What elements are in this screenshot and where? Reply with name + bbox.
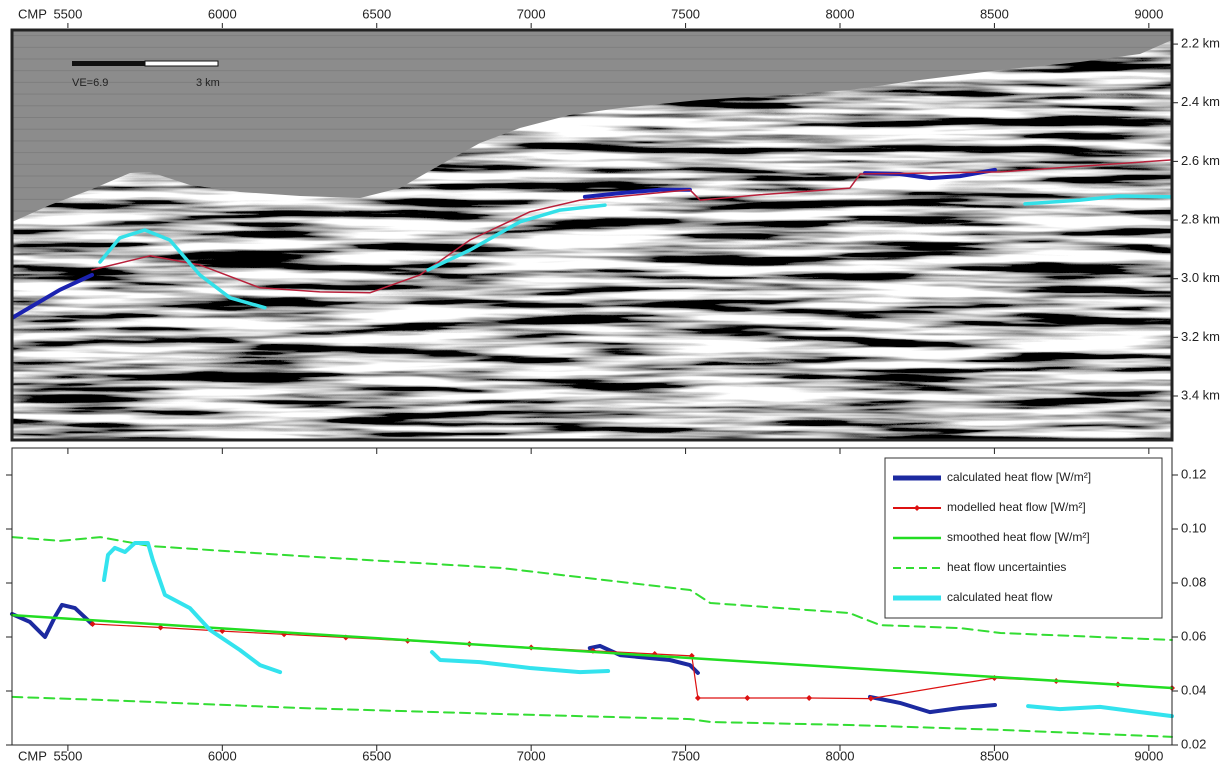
legend-label: calculated heat flow [W/m²] [947, 470, 1091, 484]
series-marker [806, 695, 813, 702]
y-tick-label: 0.06 [1181, 628, 1206, 643]
series-line [11, 536, 1173, 641]
series-marker [867, 695, 874, 702]
legend-label: calculated heat flow [947, 590, 1053, 604]
series-line [91, 159, 1172, 294]
vertical-exaggeration: VE=6.9 [72, 77, 108, 89]
x-tick-label: 6500 [362, 6, 391, 21]
x-axis-label: CMP [18, 748, 47, 763]
series-line [98, 194, 1172, 310]
x-tick-label: 9000 [1134, 748, 1163, 763]
series-group [10, 536, 1175, 738]
y-tick-label: 3.4 km [1181, 387, 1220, 402]
plot-frame [11, 447, 1173, 746]
y-tick-label: 3.2 km [1181, 329, 1220, 344]
scale-bar-white [144, 60, 219, 67]
series-group [12, 159, 1172, 320]
y-tick-label: 0.08 [1181, 574, 1206, 589]
x-tick-label: 5500 [53, 748, 82, 763]
x-axis-label: CMP [18, 6, 47, 21]
series-line [102, 541, 1174, 719]
x-tick-label: 8000 [826, 6, 855, 21]
y-tick-label: 2.8 km [1181, 211, 1220, 226]
x-tick-label: 6000 [208, 748, 237, 763]
seismic-image [12, 30, 1172, 440]
x-tick-label: 8500 [980, 748, 1009, 763]
x-tick-label: 8000 [826, 748, 855, 763]
legend-label: smoothed heat flow [W/m²] [947, 530, 1090, 544]
scale-length: 3 km [196, 77, 220, 89]
x-tick-label: 9000 [1134, 6, 1163, 21]
x-tick-label: 7500 [671, 748, 700, 763]
series-marker [89, 621, 96, 628]
x-tick-label: 6500 [362, 748, 391, 763]
plot-frame [10, 28, 1174, 442]
legend-label: heat flow uncertainties [947, 560, 1066, 574]
series-line [10, 602, 997, 715]
scale-bar-black [72, 61, 145, 66]
y-tick-label: 2.4 km [1181, 94, 1220, 109]
y-tick-label: 0.12 [1181, 466, 1206, 481]
y-tick-label: 2.6 km [1181, 153, 1220, 168]
x-tick-label: 6000 [208, 6, 237, 21]
x-tick-label: 7500 [671, 6, 700, 21]
series-line [11, 695, 1173, 738]
y-tick-label: 0.04 [1181, 682, 1206, 697]
scale-bar: VE=6.9 3 km [72, 60, 220, 89]
y-tick-label: 2.2 km [1181, 36, 1220, 51]
y-tick-label: 0.10 [1181, 520, 1206, 535]
y-tick-label: 0.02 [1181, 736, 1206, 751]
series-marker [744, 695, 751, 702]
x-tick-label: 7000 [517, 748, 546, 763]
x-tick-label: 5500 [53, 6, 82, 21]
series-marker [157, 624, 164, 631]
y-tick-label: 3.0 km [1181, 270, 1220, 285]
series-line [10, 613, 1174, 690]
x-tick-label: 7000 [517, 6, 546, 21]
series-marker [694, 695, 701, 702]
legend-marker [914, 505, 920, 511]
legend-label: modelled heat flow [W/m²] [947, 500, 1086, 514]
x-tick-label: 8500 [980, 6, 1009, 21]
